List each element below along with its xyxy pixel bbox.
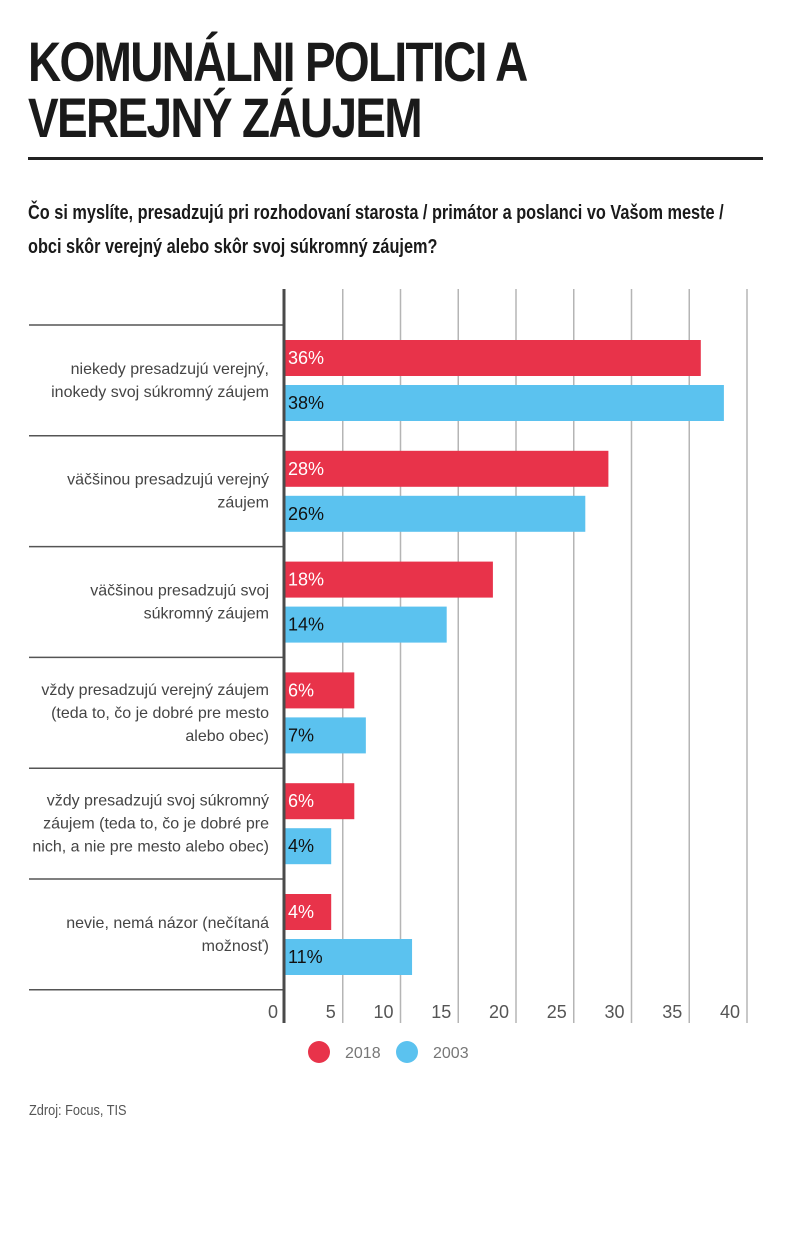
bar-2003-1 <box>285 495 586 532</box>
category-label: (teda to, čo je dobré pre mesto <box>51 705 269 722</box>
tick-label-15: 15 <box>431 1002 451 1022</box>
legend-label-2003: 2003 <box>433 1045 469 1062</box>
legend: 2018 2003 <box>308 1041 469 1063</box>
bar-value-label: 36% <box>288 348 324 368</box>
category-label: niekedy presadzujú verejný, <box>71 361 269 378</box>
bar-value-label: 4% <box>288 836 314 856</box>
legend-label-2018: 2018 <box>345 1045 381 1062</box>
category-label: záujem (teda to, čo je dobré pre <box>43 816 269 833</box>
bar-2003-4 <box>285 828 332 865</box>
bar-value-label: 7% <box>288 725 314 745</box>
tick-label-25: 25 <box>547 1002 567 1022</box>
legend-marker-2003 <box>396 1041 418 1063</box>
bar-value-label: 6% <box>288 680 314 700</box>
bar-value-label: 28% <box>288 459 324 479</box>
tick-label-10: 10 <box>373 1002 393 1022</box>
title-line-2: VEREJNÝ ZÁUJEM <box>28 86 423 149</box>
tick-label-5: 5 <box>326 1002 336 1022</box>
bar-2003-3 <box>285 717 366 754</box>
category-label: vždy presadzujú svoj súkromný <box>47 793 269 810</box>
category-label: súkromný záujem <box>144 606 269 623</box>
bar-2018-5 <box>285 894 332 930</box>
category-label: záujem <box>217 495 269 512</box>
category-label: možnosť) <box>202 938 269 955</box>
tick-label-30: 30 <box>604 1002 624 1022</box>
bar-2018-2 <box>285 561 493 598</box>
bar-value-label: 26% <box>288 504 324 524</box>
bar-2018-1 <box>285 450 609 487</box>
category-label: inokedy svoj súkromný záujem <box>51 384 269 401</box>
category-label: nich, a nie pre mesto alebo obec) <box>32 839 269 856</box>
x-axis-ticks: 0 5 10 15 20 25 30 35 40 <box>268 1002 740 1022</box>
category-labels: niekedy presadzujú verejný, inokedy svoj … <box>32 361 269 955</box>
bar-value-label: 38% <box>288 393 324 413</box>
bar-2018-3 <box>285 672 355 709</box>
tick-label-40: 40 <box>720 1002 740 1022</box>
category-label: vždy presadzujú verejný záujem <box>41 682 269 699</box>
chart-title: KOMUNÁLNI POLITICI A VEREJNÝ ZÁUJEM <box>28 34 635 146</box>
bar-2003-2 <box>285 606 447 643</box>
bar-2018-0 <box>285 340 701 376</box>
bar-2003-0 <box>285 385 724 421</box>
bars: 36% 38% 28% 26% 18% 14% 6% 7% 6% 4% 4% 11% <box>285 340 724 975</box>
category-label: väčšinou presadzujú verejný <box>67 472 269 489</box>
category-label: väčšinou presadzujú svoj <box>90 583 269 600</box>
survey-question: Čo si myslíte, presadzujú pri rozhodovan… <box>28 202 724 258</box>
title-line-1: KOMUNÁLNI POLITICI A <box>28 30 528 93</box>
legend-marker-2018 <box>308 1041 330 1063</box>
bar-value-label: 6% <box>288 791 314 811</box>
bar-value-label: 14% <box>288 615 324 635</box>
category-label: alebo obec) <box>185 728 269 745</box>
bar-value-label: 11% <box>288 947 323 967</box>
category-separators <box>29 324 285 991</box>
bar-2003-5 <box>285 939 413 975</box>
bar-value-label: 4% <box>288 902 314 922</box>
category-label: nevie, nemá názor (nečítaná <box>66 915 269 932</box>
title-divider <box>28 157 763 160</box>
bar-value-label: 18% <box>288 570 324 590</box>
tick-label-0: 0 <box>268 1002 278 1022</box>
tick-label-35: 35 <box>662 1002 682 1022</box>
source-note: Zdroj: Focus, TIS <box>29 1102 127 1119</box>
tick-label-20: 20 <box>489 1002 509 1022</box>
bar-2018-4 <box>285 783 355 820</box>
